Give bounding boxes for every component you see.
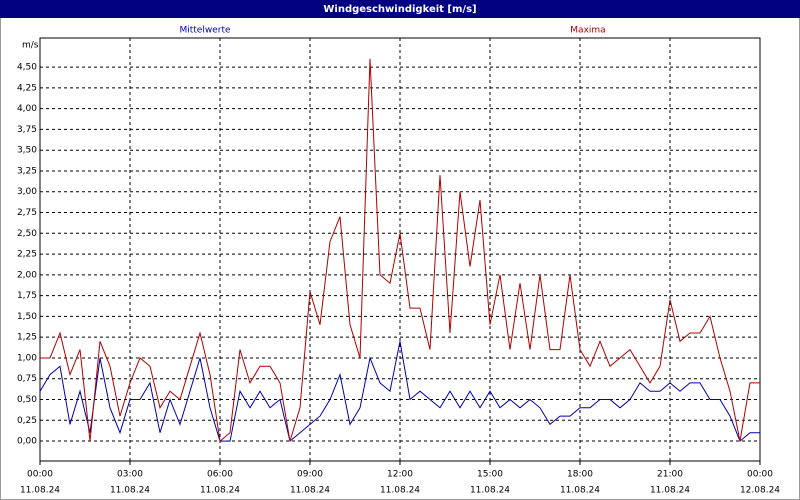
y-axis-label: m/s	[22, 41, 39, 51]
chart-title: Windgeschwindigkeit [m/s]	[323, 4, 476, 15]
x-tick-label: 12:00	[387, 470, 413, 480]
x-tick-date: 11.08.24	[650, 486, 690, 496]
x-tick-label: 06:00	[207, 470, 233, 480]
x-tick-label: 18:00	[567, 470, 593, 480]
x-tick-date: 11.08.24	[380, 486, 420, 496]
y-tick-label: 2,00	[17, 270, 37, 280]
x-tick-label: 15:00	[477, 470, 503, 480]
x-tick-label: 09:00	[297, 470, 323, 480]
x-tick-date: 11.08.24	[290, 486, 330, 496]
y-tick-label: 1,25	[17, 333, 37, 343]
y-tick-label: 0,25	[17, 416, 37, 426]
y-tick-label: 0,50	[17, 395, 37, 405]
legend-label: Maxima	[570, 26, 605, 36]
y-tick-label: 3,25	[17, 166, 37, 176]
x-tick-label: 21:00	[657, 470, 683, 480]
y-tick-label: 3,75	[17, 125, 37, 135]
x-tick-date: 12.08.24	[740, 486, 780, 496]
y-tick-label: 4,50	[17, 63, 37, 73]
y-tick-label: 1,00	[17, 353, 37, 363]
x-tick-label: 00:00	[747, 470, 773, 480]
x-tick-date: 11.08.24	[200, 486, 240, 496]
x-tick-label: 00:00	[27, 470, 53, 480]
y-tick-label: 2,50	[17, 229, 37, 239]
x-tick-date: 11.08.24	[470, 486, 510, 496]
y-tick-label: 4,25	[17, 83, 37, 93]
x-tick-date: 11.08.24	[560, 486, 600, 496]
title-bar	[0, 0, 800, 18]
x-tick-date: 11.08.24	[110, 486, 150, 496]
y-tick-label: 4,00	[17, 104, 37, 114]
x-tick-date: 11.08.24	[20, 486, 60, 496]
y-tick-label: 1,75	[17, 291, 37, 301]
plot-border	[39, 37, 761, 462]
x-tick-label: 03:00	[117, 470, 143, 480]
series-line	[40, 58, 760, 443]
y-tick-label: 2,25	[17, 250, 37, 260]
series-line	[39, 341, 760, 443]
y-tick-label: 2,75	[17, 208, 37, 218]
y-tick-label: 3,00	[17, 187, 37, 197]
y-tick-label: 3,50	[17, 146, 37, 156]
y-tick-label: 0,00	[17, 437, 37, 447]
legend-label: Mittelwerte	[179, 26, 230, 36]
y-tick-label: 0,75	[17, 374, 37, 384]
y-tick-label: 1,50	[17, 312, 37, 322]
